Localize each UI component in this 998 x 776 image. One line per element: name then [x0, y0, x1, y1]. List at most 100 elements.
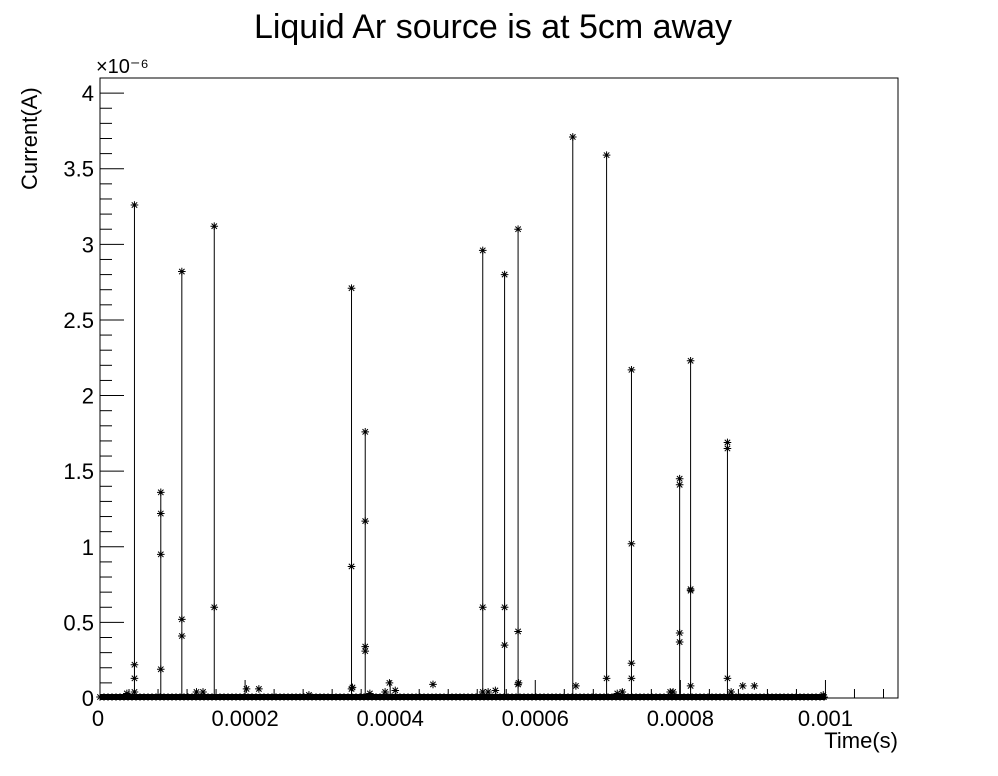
baseline-point-glyph — [708, 693, 716, 701]
pulse-point — [156, 550, 165, 559]
baseline-point — [316, 693, 324, 701]
baseline-point-glyph — [508, 693, 516, 701]
baseline-point-glyph — [512, 693, 520, 701]
pulse-point — [478, 688, 487, 696]
pulse-point-glyph — [156, 665, 165, 674]
baseline-point — [452, 693, 460, 701]
baseline-point — [472, 693, 480, 701]
pulse-point-glyph — [723, 438, 732, 447]
x-tick-label: 0.0008 — [647, 706, 714, 731]
baseline-point-glyph — [348, 693, 356, 701]
baseline-point — [736, 693, 744, 701]
small-point-glyph — [618, 688, 627, 696]
pulse-point-glyph — [361, 517, 370, 525]
pulse-point-glyph — [478, 688, 487, 696]
baseline-point — [808, 693, 816, 701]
baseline-point — [416, 693, 424, 701]
baseline-point-glyph — [540, 693, 548, 701]
baseline-point-glyph — [148, 693, 156, 701]
baseline-point — [368, 693, 376, 701]
baseline-point-glyph — [388, 693, 396, 701]
baseline-point-glyph — [756, 693, 764, 701]
baseline-point-glyph — [228, 693, 236, 701]
small-point-glyph — [391, 686, 400, 695]
baseline-point-glyph — [412, 693, 420, 701]
baseline-point-glyph — [104, 693, 112, 701]
pulse-point-glyph — [130, 201, 139, 209]
pulse-point — [361, 647, 370, 655]
baseline-point — [248, 693, 256, 701]
baseline-point — [404, 693, 412, 701]
baseline-point — [776, 693, 784, 701]
baseline-point-glyph — [248, 693, 256, 701]
small-point-glyph — [199, 688, 207, 696]
baseline-point-glyph — [632, 693, 640, 701]
pulse-point — [627, 539, 636, 548]
pulse-point-glyph — [675, 474, 684, 483]
pulse-point-glyph — [156, 509, 165, 518]
baseline-point — [104, 693, 112, 701]
baseline-point-glyph — [668, 693, 676, 701]
baseline-point-glyph — [456, 693, 464, 701]
pulse-point — [478, 246, 487, 255]
baseline-point — [788, 693, 796, 701]
baseline-point-glyph — [608, 693, 616, 701]
pulse-point-glyph — [627, 366, 636, 374]
baseline-point — [760, 693, 768, 701]
baseline-point — [720, 693, 728, 701]
baseline-point-glyph — [788, 693, 796, 701]
baseline-point — [408, 693, 416, 701]
pulse-point — [514, 627, 522, 636]
pulse-point — [686, 356, 695, 365]
baseline-point — [580, 693, 588, 701]
baseline-point-glyph — [484, 693, 492, 701]
baseline-point — [204, 693, 212, 701]
pulse-point-glyph — [178, 615, 186, 624]
baseline-point — [820, 693, 828, 701]
baseline-point — [196, 693, 204, 701]
pulse-point-glyph — [178, 632, 186, 640]
baseline-point — [748, 693, 756, 701]
baseline-point-glyph — [768, 693, 776, 701]
baseline-point — [660, 693, 668, 701]
baseline-point — [260, 693, 268, 701]
baseline-point — [536, 693, 544, 701]
pulse-point-glyph — [627, 659, 636, 668]
baseline-point-glyph — [352, 693, 360, 701]
baseline-point-glyph — [276, 693, 284, 701]
baseline-point-glyph — [796, 693, 804, 701]
small-point — [199, 688, 207, 696]
baseline-point — [332, 693, 340, 701]
pulse-point — [627, 674, 636, 683]
baseline-point-glyph — [488, 693, 496, 701]
small-point — [348, 683, 357, 692]
baseline-point — [584, 693, 592, 701]
baseline-point — [324, 693, 332, 701]
baseline-point — [532, 693, 540, 701]
baseline-point-glyph — [332, 693, 340, 701]
pulse-point-glyph — [347, 284, 356, 292]
baseline-point — [740, 693, 748, 701]
baseline-point-glyph — [716, 693, 724, 701]
small-point-glyph — [255, 685, 263, 693]
pulse-point-glyph — [686, 682, 695, 690]
baseline-point — [432, 693, 440, 701]
baseline-point — [564, 693, 572, 701]
baseline-point-glyph — [304, 693, 312, 701]
baseline-series — [96, 693, 828, 701]
baseline-point-glyph — [424, 693, 432, 701]
small-point-glyph — [727, 688, 735, 696]
baseline-point-glyph — [792, 693, 800, 701]
baseline-point — [436, 693, 444, 701]
small-point — [727, 688, 735, 696]
pulse-point-glyph — [627, 539, 636, 548]
baseline-point-glyph — [612, 693, 620, 701]
pulse-point-glyph — [675, 629, 684, 637]
small-point — [192, 688, 201, 696]
pulse-point-glyph — [361, 647, 370, 655]
baseline-point — [308, 693, 316, 701]
baseline-point-glyph — [436, 693, 444, 701]
small-point — [366, 689, 374, 698]
baseline-point — [464, 693, 472, 701]
baseline-point-glyph — [340, 693, 348, 701]
